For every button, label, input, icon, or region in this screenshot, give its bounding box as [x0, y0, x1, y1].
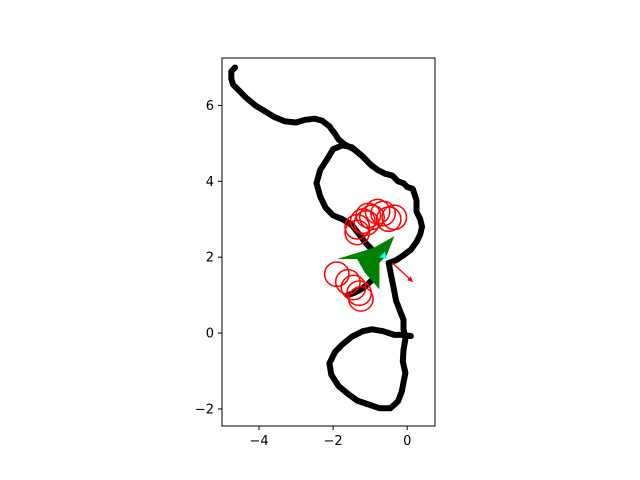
direction-arrow-head — [407, 276, 413, 282]
x-tick-label: 0 — [403, 434, 411, 449]
y-tick-label: −2 — [195, 402, 214, 417]
trajectory-path-0 — [228, 64, 425, 412]
landmark-circle-9 — [344, 219, 371, 246]
x-tick-label: −2 — [324, 434, 343, 449]
landmark-circle-8 — [349, 208, 376, 235]
plot-area — [228, 64, 425, 412]
pose-highlight — [379, 251, 387, 260]
axes-frame — [221, 57, 436, 427]
x-tick-label: −4 — [249, 434, 268, 449]
y-tick-label: 4 — [206, 175, 214, 190]
landmark-circle-6 — [381, 204, 408, 231]
axis-ticks: −4 −2 0 −2 0 2 4 6 — [195, 99, 412, 449]
landmark-circle-11 — [334, 268, 361, 295]
heading-wedge — [336, 236, 395, 290]
y-tick-label: 2 — [206, 251, 214, 266]
y-tick-label: 0 — [206, 327, 214, 342]
landmark-circle-14 — [347, 285, 374, 312]
y-tick-label: 6 — [206, 99, 214, 114]
landmark-circle-10 — [323, 261, 350, 288]
landmark-circle-4 — [370, 200, 397, 227]
